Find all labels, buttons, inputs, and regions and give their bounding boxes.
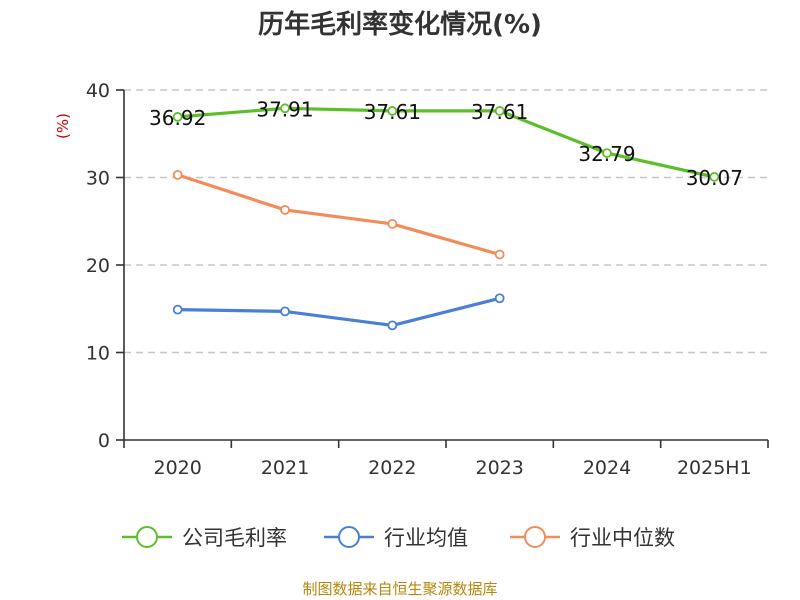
x-tick-label-2022: 2022 [368, 457, 416, 479]
legend-marker-0 [136, 526, 158, 548]
legend-label-1: 行业均值 [384, 526, 468, 550]
y-axis-label: (%) [54, 113, 72, 139]
x-tick-label-2023: 2023 [475, 457, 523, 479]
legend-label-2: 行业中位数 [570, 526, 675, 550]
data-point-2-2 [387, 218, 398, 229]
data-point-0-3 [494, 106, 505, 116]
y-tick-label-10: 10 [86, 343, 110, 365]
data-label-0-0: 36.92 [149, 106, 206, 130]
data-point-1-0 [172, 304, 183, 315]
source-note: 制图数据来自恒生聚源数据库 [302, 580, 497, 598]
data-labels: 36.92 37.91 37.61 37.61 32.79 30.07 [149, 97, 743, 190]
data-point-0-0 [172, 112, 183, 122]
data-label-0-5: 30.07 [686, 166, 743, 190]
y-tick-label-0: 0 [98, 430, 110, 452]
data-point-0-2 [387, 106, 398, 116]
data-label-0-3: 37.61 [471, 100, 528, 124]
data-point-2-0 [172, 169, 183, 180]
data-point-1-1 [280, 306, 290, 317]
data-point-0-5 [709, 171, 720, 182]
data-point-1-3 [494, 293, 505, 304]
x-tick-label-2021: 2021 [261, 457, 309, 479]
data-label-0-2: 37.61 [364, 100, 421, 124]
legend-marker-2 [524, 526, 546, 548]
axes: 0 10 20 30 40 2020 2021 2022 2023 2024 2025H1 [86, 80, 769, 479]
data-point-2-1 [280, 204, 290, 215]
y-tick-label-20: 20 [86, 255, 110, 277]
legend-label-0: 公司毛利率 [182, 526, 287, 550]
series-line-1 [177, 296, 501, 327]
data-label-0-4: 32.79 [578, 142, 635, 166]
data-point-0-4 [602, 148, 612, 158]
series-line-0 [177, 106, 715, 179]
legend-marker-1 [338, 526, 360, 548]
data-point-0-1 [280, 103, 290, 114]
data-point-1-2 [387, 320, 398, 331]
x-tick-label-2025H1: 2025H1 [677, 457, 752, 479]
x-tick-label-2024: 2024 [583, 457, 631, 479]
data-point-2-3 [494, 249, 505, 260]
chart-title: 历年毛利率变化情况(%) [258, 9, 542, 40]
series-lines [172, 103, 720, 331]
data-label-0-1: 37.91 [256, 97, 313, 121]
x-tick-label-2020: 2020 [153, 457, 201, 479]
legend: 公司毛利率 行业均值 行业中位数 [122, 526, 675, 550]
series-line-2 [177, 173, 501, 257]
y-tick-label-40: 40 [86, 80, 110, 102]
y-tick-label-30: 30 [86, 168, 110, 190]
